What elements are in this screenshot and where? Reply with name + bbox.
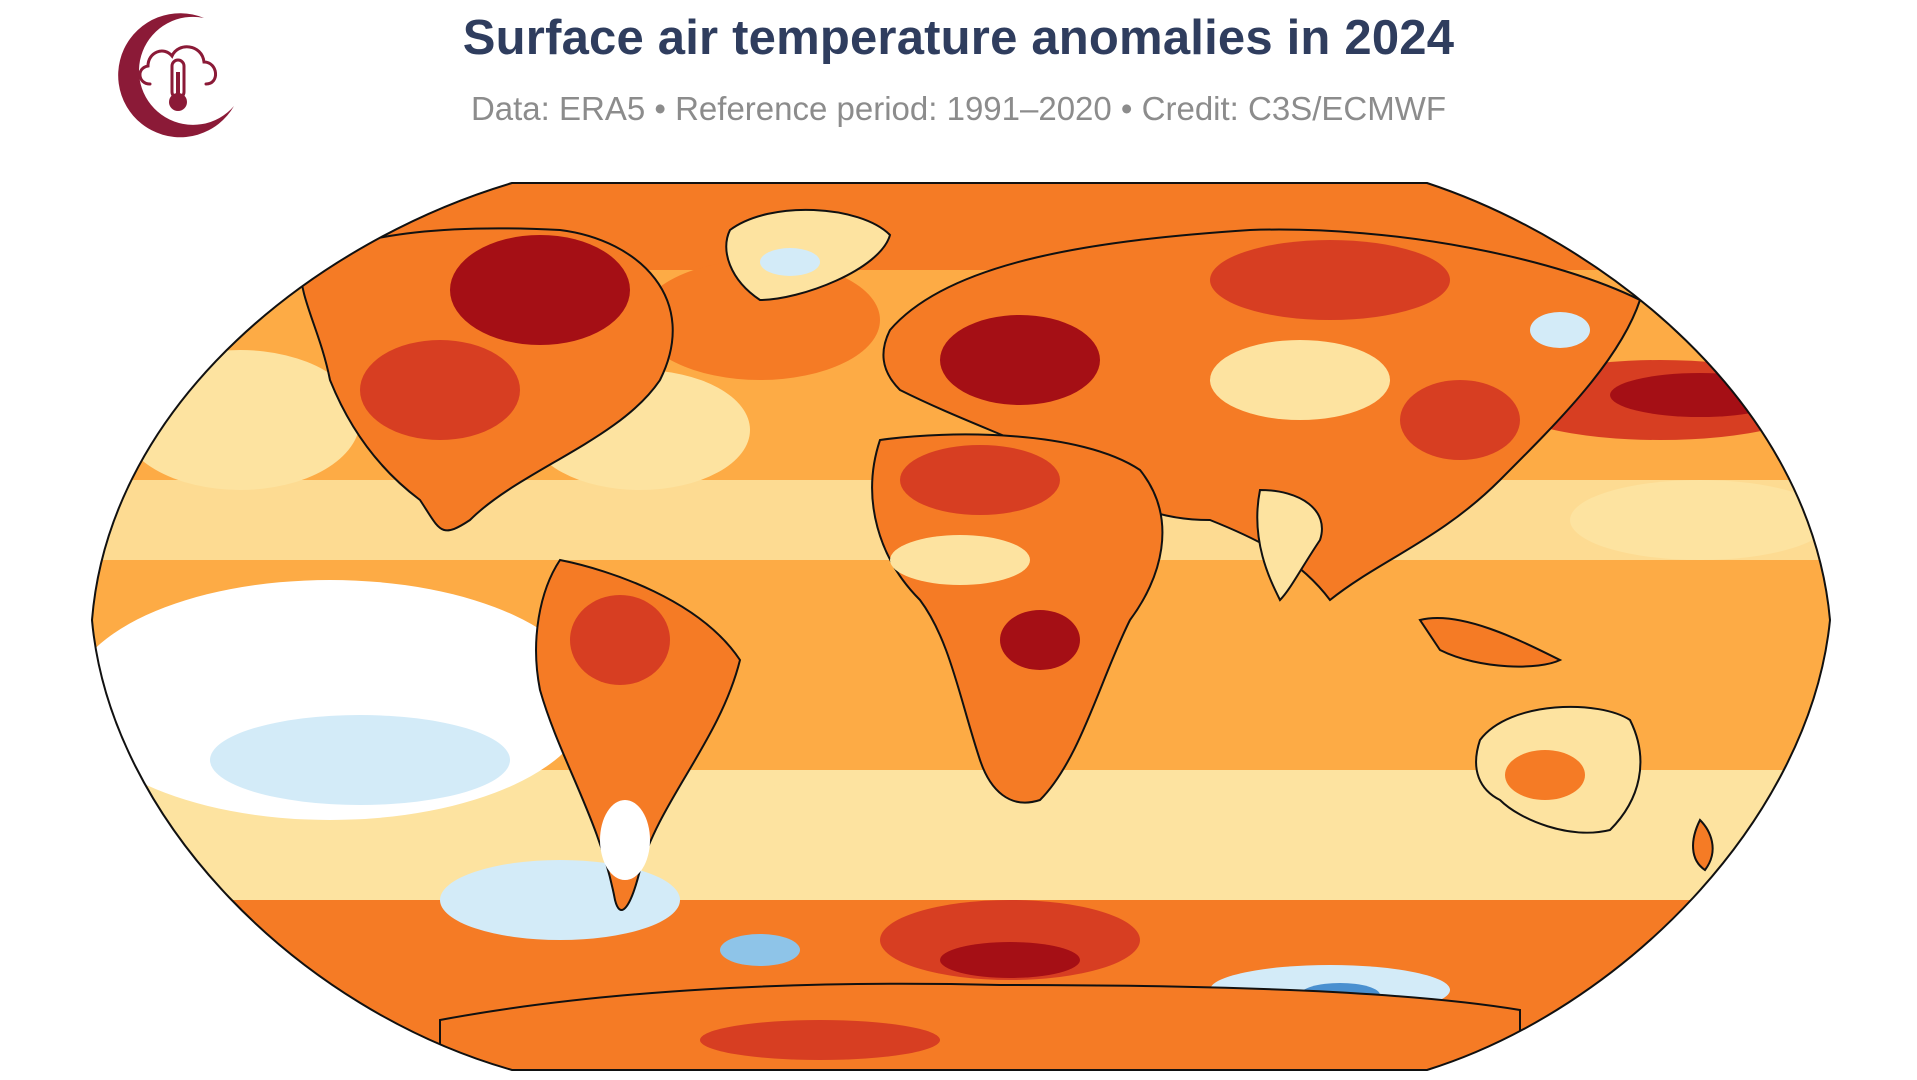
page-subtitle: Data: ERA5 • Reference period: 1991–2020… (470, 90, 1447, 127)
antarctica-land (439, 982, 1521, 1070)
globe-outline (90, 182, 1832, 1071)
north-pacific-light (120, 350, 360, 490)
page-title: Surface air temperature anomalies in 202… (462, 11, 1455, 65)
south-pacific-cool (440, 860, 680, 940)
new-zealand-land (1692, 818, 1714, 872)
north-atlantic-warm (640, 260, 880, 380)
north-pacific-hot (1610, 373, 1790, 417)
us-warm (360, 340, 520, 440)
weddell-cool (720, 934, 800, 966)
central-pacific-light (1570, 480, 1830, 560)
greenland-cool (760, 248, 820, 276)
cloud-icon (138, 45, 217, 86)
east-asia-warm (1400, 380, 1520, 460)
thermometer-icon (169, 58, 187, 111)
c3s-logo (118, 13, 234, 138)
south-ocean-core (940, 942, 1080, 978)
antarctica-hot (700, 1020, 940, 1060)
sahel-light (890, 535, 1030, 585)
central-africa-hot (1000, 610, 1080, 670)
south-atlantic-neutral (620, 780, 1140, 900)
logo-crescent (118, 13, 234, 138)
kamchatka-cool (1530, 312, 1590, 348)
siberia-hot (1210, 240, 1450, 320)
australia-warm (1505, 750, 1585, 800)
south-america-warm (570, 595, 670, 685)
central-asia-light (1210, 340, 1390, 420)
east-pacific-cool (210, 715, 510, 805)
patagonia-neutral (600, 800, 650, 880)
india-land (1256, 488, 1323, 602)
europe-hot (940, 315, 1100, 405)
sahara-warm (900, 445, 1060, 515)
arctic-band (92, 183, 1830, 270)
southeast-asia-islands (1418, 617, 1563, 668)
canada-hot (450, 235, 630, 345)
